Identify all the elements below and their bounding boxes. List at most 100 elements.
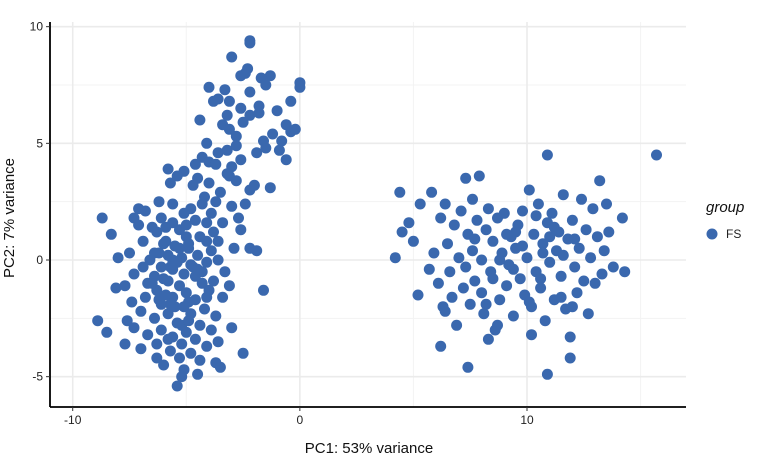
data-point <box>196 198 208 210</box>
legend-label-fs: FS <box>726 227 741 241</box>
data-point <box>149 312 160 324</box>
data-point <box>237 347 249 359</box>
data-point <box>580 224 592 236</box>
data-point <box>407 235 419 247</box>
data-point <box>126 296 138 308</box>
data-point <box>487 273 499 285</box>
data-point <box>101 326 113 338</box>
data-point <box>555 270 567 282</box>
data-point <box>208 226 219 238</box>
data-point <box>162 163 174 175</box>
x-axis-ticks: -10 0 10 <box>64 407 534 427</box>
data-point <box>526 329 537 341</box>
data-point <box>223 95 235 107</box>
data-point <box>201 137 213 149</box>
data-point <box>603 226 615 238</box>
data-point <box>167 254 179 266</box>
data-point <box>139 291 151 303</box>
data-point <box>128 268 140 280</box>
data-point <box>566 214 578 226</box>
data-point <box>158 359 170 371</box>
data-point <box>164 177 176 189</box>
data-point <box>194 319 206 331</box>
data-point <box>517 240 528 252</box>
data-point <box>226 322 238 334</box>
data-point <box>194 114 206 126</box>
data-point <box>189 333 201 345</box>
data-point <box>564 352 576 364</box>
data-point <box>501 280 513 292</box>
data-point <box>174 352 185 364</box>
data-point <box>185 347 197 359</box>
data-point <box>174 280 185 292</box>
data-point <box>164 345 176 357</box>
data-point <box>453 252 465 264</box>
data-point <box>167 198 179 210</box>
data-point <box>487 235 499 247</box>
data-point <box>124 247 135 259</box>
data-point <box>162 333 174 345</box>
data-point <box>212 235 224 247</box>
data-point <box>119 338 131 350</box>
data-point <box>253 107 265 119</box>
data-point <box>205 245 217 257</box>
data-point <box>507 310 519 322</box>
data-point <box>210 310 222 322</box>
data-point <box>478 308 490 320</box>
data-point <box>176 371 188 383</box>
data-point <box>651 149 662 161</box>
data-point <box>514 273 526 285</box>
data-point <box>294 81 306 93</box>
data-point <box>205 324 217 336</box>
data-point <box>235 102 247 114</box>
data-point <box>144 254 156 266</box>
data-point <box>587 203 599 215</box>
data-point <box>523 184 535 196</box>
data-point <box>199 303 210 315</box>
data-point <box>446 291 458 303</box>
data-point <box>260 142 272 154</box>
data-point <box>435 212 447 224</box>
data-point <box>564 331 576 343</box>
data-point <box>276 135 288 147</box>
data-point <box>183 238 195 250</box>
data-point <box>528 228 540 240</box>
data-point <box>523 296 535 308</box>
data-point <box>442 238 453 250</box>
data-point <box>591 231 603 243</box>
data-point <box>153 247 165 259</box>
data-point <box>223 280 235 292</box>
y-tick-label: 5 <box>36 136 43 150</box>
data-point <box>426 186 438 198</box>
data-point <box>569 261 581 273</box>
data-point <box>467 193 478 205</box>
data-point <box>121 315 133 327</box>
data-point <box>432 277 444 289</box>
data-point <box>251 245 263 257</box>
data-point <box>208 95 219 107</box>
x-tick-label: 0 <box>297 413 304 427</box>
data-point <box>235 154 247 166</box>
data-point <box>244 109 256 121</box>
data-point <box>235 70 247 82</box>
data-point <box>596 268 608 280</box>
data-point <box>239 198 251 210</box>
data-point <box>221 109 233 121</box>
data-point <box>289 123 301 135</box>
data-point <box>476 254 488 266</box>
data-point <box>571 287 583 299</box>
data-point <box>598 245 610 257</box>
data-point <box>235 224 247 236</box>
data-point <box>273 144 285 156</box>
data-point <box>214 361 226 373</box>
data-point <box>201 235 213 247</box>
data-point <box>223 123 235 135</box>
data-point <box>230 140 242 152</box>
data-point <box>482 333 494 345</box>
data-point <box>439 305 451 317</box>
data-point <box>501 228 513 240</box>
data-point <box>582 308 594 320</box>
legend: group FS <box>706 199 744 241</box>
data-point <box>473 170 485 182</box>
